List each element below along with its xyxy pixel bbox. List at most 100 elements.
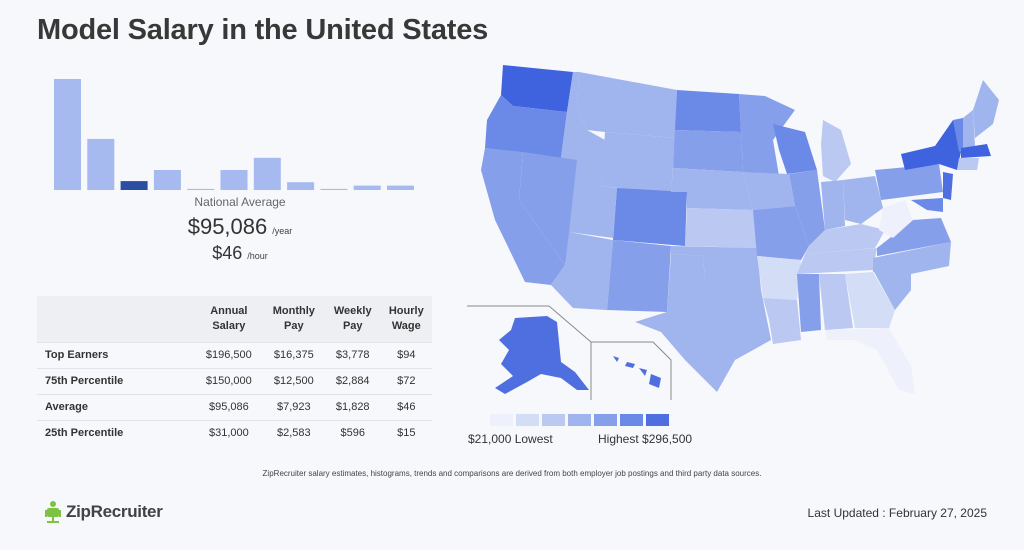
state-illinois[interactable] — [789, 170, 825, 246]
table-cell: $7,923 — [262, 393, 325, 420]
table-row: Average $95,086 $7,923 $1,828 $46 — [37, 393, 432, 420]
histogram-bar — [220, 170, 248, 190]
page-title: Model Salary in the United States — [37, 14, 489, 46]
state-wyoming[interactable] — [601, 132, 675, 194]
state-mississippi[interactable] — [797, 274, 821, 332]
table-row: 25th Percentile $31,000 $2,583 $596 $15 — [37, 419, 432, 446]
last-updated: Last Updated : February 27, 2025 — [807, 506, 987, 520]
state-kansas[interactable] — [685, 208, 757, 248]
state-oregon[interactable] — [485, 95, 567, 158]
table-cell: $95,086 — [195, 393, 263, 420]
header-hourly-wage: Hourly Wage — [380, 296, 432, 342]
state-new-jersey[interactable] — [943, 172, 953, 200]
table-cell: $15 — [380, 419, 432, 446]
histogram-bar — [54, 79, 81, 190]
map-legend — [490, 414, 669, 426]
chair-icon — [45, 501, 61, 523]
state-montana[interactable] — [577, 72, 677, 138]
state-florida[interactable] — [825, 328, 915, 394]
state-connecticut[interactable] — [957, 158, 979, 170]
state-iowa[interactable] — [743, 172, 795, 210]
salary-histogram — [54, 79, 414, 190]
state-north-carolina[interactable] — [873, 242, 951, 274]
state-arizona[interactable] — [551, 232, 613, 310]
state-kentucky[interactable] — [805, 224, 885, 254]
legend-low-label: $21,000 Lowest — [468, 432, 553, 446]
legend-swatch — [620, 414, 643, 426]
state-ohio[interactable] — [843, 176, 883, 224]
hourly-average-value: $46 — [212, 243, 243, 263]
row-label: 75th Percentile — [37, 367, 195, 394]
state-new-hampshire[interactable] — [963, 110, 975, 148]
state-georgia[interactable] — [845, 272, 895, 328]
state-alaska[interactable] — [495, 316, 589, 394]
state-california[interactable] — [481, 148, 565, 285]
salary-table: Annual Salary Monthly Pay Weekly Pay Hourly… — [37, 296, 432, 446]
table-row: 75th Percentile $150,000 $12,500 $2,884 … — [37, 367, 432, 394]
state-missouri[interactable] — [753, 206, 809, 260]
inset-frame-hawaii — [591, 341, 672, 400]
table-header-empty — [37, 296, 195, 342]
annual-average-value: $95,086 — [187, 214, 268, 239]
hourly-average: $46/hour — [120, 243, 360, 264]
state-arkansas[interactable] — [757, 256, 801, 300]
header-weekly-pay: Weekly Pay — [324, 296, 381, 342]
state-nevada[interactable] — [519, 152, 577, 265]
histogram-label: National Average — [194, 195, 286, 209]
state-alabama[interactable] — [819, 274, 853, 330]
state-nebraska[interactable] — [671, 168, 753, 210]
state-new-mexico[interactable] — [607, 240, 671, 312]
state-maine[interactable] — [973, 80, 999, 138]
state-south-carolina[interactable] — [873, 266, 911, 310]
state-tennessee[interactable] — [797, 248, 877, 274]
table-cell: $72 — [380, 367, 432, 394]
logo-text: ZipRecruiter — [66, 502, 163, 521]
histogram-bar — [320, 188, 348, 190]
table-cell: $1,828 — [324, 393, 381, 420]
state-massachusetts[interactable] — [961, 144, 991, 158]
state-washington[interactable] — [501, 65, 573, 112]
state-south-dakota[interactable] — [673, 130, 743, 172]
ziprecruiter-logo[interactable]: ZipRecruiter — [44, 500, 163, 524]
histogram-bar — [187, 188, 215, 190]
histogram-bar — [253, 157, 281, 190]
state-pennsylvania[interactable] — [875, 164, 943, 200]
state-idaho[interactable] — [557, 72, 605, 178]
annual-average: $95,086/year — [120, 214, 360, 240]
row-label: Average — [37, 393, 195, 420]
table-cell: $31,000 — [195, 419, 263, 446]
state-hawaii[interactable] — [613, 356, 661, 388]
state-colorado[interactable] — [613, 188, 687, 246]
data-source-footnote: ZipRecruiter salary estimates, histogram… — [262, 469, 762, 478]
state-new-york[interactable] — [901, 120, 961, 170]
state-minnesota[interactable] — [739, 94, 795, 176]
state-north-dakota[interactable] — [675, 90, 741, 132]
state-maryland[interactable] — [911, 198, 943, 212]
legend-swatch — [490, 414, 513, 426]
annual-unit: /year — [272, 226, 293, 236]
table-cell: $596 — [324, 419, 381, 446]
legend-color-scale — [490, 414, 669, 426]
state-utah[interactable] — [569, 160, 617, 238]
state-indiana[interactable] — [821, 180, 845, 230]
state-texas[interactable] — [635, 254, 771, 392]
row-label: Top Earners — [37, 341, 195, 368]
state-west-virginia[interactable] — [879, 200, 913, 238]
legend-swatch — [516, 414, 539, 426]
histogram-bar — [87, 138, 115, 190]
header-monthly-pay: Monthly Pay — [262, 296, 325, 342]
state-wisconsin[interactable] — [773, 124, 817, 174]
table-cell: $46 — [380, 393, 432, 420]
state-louisiana[interactable] — [763, 298, 801, 344]
table-cell: $16,375 — [262, 341, 325, 368]
state-oklahoma[interactable] — [671, 246, 761, 290]
histogram-bar — [387, 185, 414, 190]
state-michigan[interactable] — [821, 120, 851, 182]
histogram-bar — [153, 170, 181, 190]
hourly-unit: /hour — [247, 251, 268, 261]
state-vermont[interactable] — [953, 118, 963, 152]
legend-swatch — [646, 414, 669, 426]
table-cell: $3,778 — [324, 341, 381, 368]
inset-frame-alaska — [467, 305, 592, 400]
state-virginia[interactable] — [877, 218, 951, 256]
